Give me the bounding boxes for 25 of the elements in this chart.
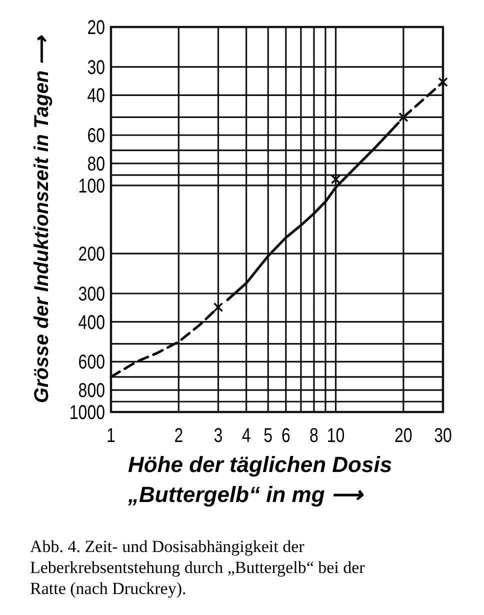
y-tick-label: 800: [78, 379, 105, 402]
y-tick-label: 30: [87, 56, 105, 78]
y-tick-label: 1000: [69, 401, 105, 424]
x-tick-label: 10: [326, 424, 345, 446]
x-tick-label: 1: [106, 424, 116, 446]
y-tick-label: 300: [78, 282, 105, 305]
x-tick-label: 2: [174, 424, 184, 446]
y-tick-label: 400: [78, 311, 105, 334]
caption: Abb. 4. Zeit- und Dosisabhängigkeit der Leberkrebsentstehung durch „Buttergelb“ bei der Ratte (nach Druckrey).: [30, 537, 366, 598]
y-tick-label: 20: [87, 16, 105, 38]
y-tick-label: 600: [78, 351, 105, 374]
x-tick-label: 30: [434, 424, 452, 446]
x-tick-label: 4: [242, 424, 251, 446]
x-tick-label: 20: [394, 424, 412, 446]
y-tick-label: 60: [87, 124, 105, 147]
y-tick-label: 100: [78, 174, 105, 197]
x-tick-label: 3: [214, 424, 223, 446]
y-tick-label: 80: [87, 152, 105, 175]
x-tick-label: 6: [281, 424, 290, 446]
y-axis-title: Grösse der Induktionszeit in Tagen ⟶: [31, 34, 53, 404]
y-tick-label: 200: [78, 242, 105, 266]
y-tick-label: 40: [87, 84, 105, 107]
x-axis-title: Höhe der täglichen Dosis „Buttergelb“ in mg ⟶: [127, 452, 392, 507]
x-tick-label: 5: [264, 424, 273, 446]
x-tick-label: 8: [310, 424, 318, 446]
